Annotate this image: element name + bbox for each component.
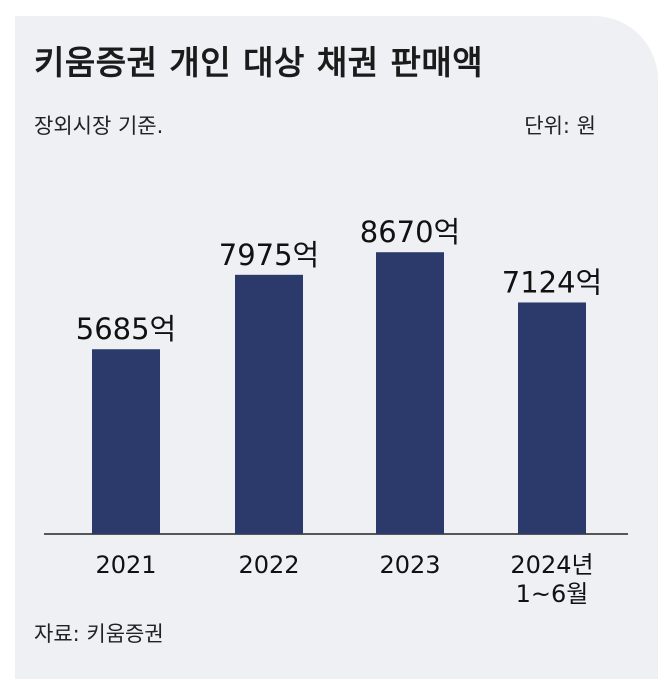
value-label-1: 7975억 [219, 238, 319, 272]
bar-0 [92, 349, 160, 534]
unit-label: 단위: 원 [524, 114, 596, 138]
bar-1 [235, 274, 303, 534]
bar-3 [518, 302, 586, 534]
x-tick-label-3-line1: 1~6월 [516, 580, 589, 608]
x-tick-label-0: 2021 [95, 551, 156, 579]
x-tick-label-1: 2022 [238, 551, 299, 579]
x-tick-label-2: 2023 [379, 551, 440, 579]
bar-2 [376, 252, 444, 534]
value-label-3: 7124억 [502, 265, 602, 299]
value-label-2: 8670억 [360, 215, 460, 249]
source-note: 자료: 키움증권 [34, 622, 164, 646]
value-label-0: 5685억 [76, 312, 176, 346]
chart-title: 키움증권 개인 대상 채권 판매액 [34, 43, 484, 82]
chart-subtitle: 장외시장 기준. [34, 114, 164, 138]
x-tick-label-3: 2024년 [510, 551, 593, 579]
